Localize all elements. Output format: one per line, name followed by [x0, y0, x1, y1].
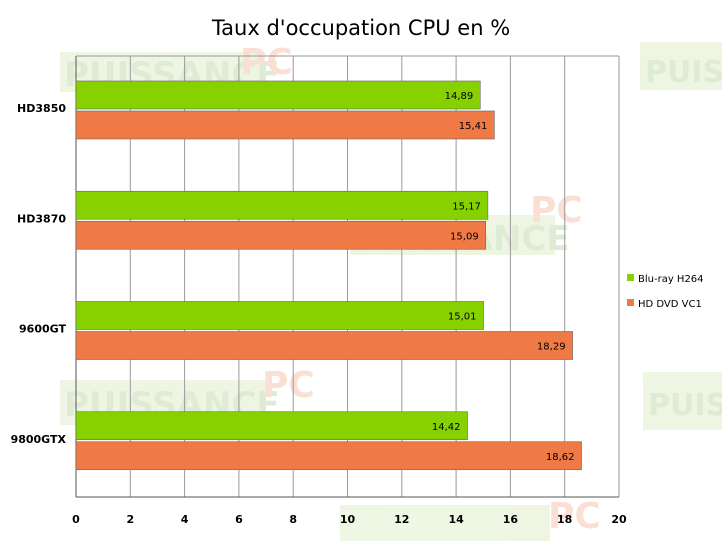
data-label: 18,62 [546, 452, 575, 463]
bar [75, 80, 481, 110]
x-tick-label: 12 [394, 513, 409, 526]
svg-text:PC: PC [262, 365, 315, 406]
plot-area: 0 2 4 6 8 10 12 14 16 18 20 HD3850 14,89 15,41 HD3870 1… [11, 55, 627, 526]
data-label: 15,41 [459, 121, 488, 132]
bar [75, 190, 489, 220]
legend: Blu-ray H264 HD DVD VC1 [627, 274, 704, 310]
x-tick-label: 14 [448, 513, 464, 526]
data-label: 18,29 [537, 342, 566, 353]
x-tick-label: 8 [289, 513, 297, 526]
bar [75, 301, 484, 330]
x-tick-label: 0 [72, 513, 80, 526]
data-label: 15,17 [452, 201, 481, 212]
x-tick-label: 20 [611, 513, 627, 526]
legend-swatch-hd-dvd [627, 299, 634, 306]
legend-label-blu-ray: Blu-ray H264 [638, 274, 704, 285]
category-label: HD3870 [17, 212, 66, 225]
svg-text:PUIS: PUIS [645, 55, 722, 90]
data-label: 15,01 [448, 312, 477, 323]
category-label: 9800GTX [11, 433, 67, 446]
x-tick-label: 6 [235, 513, 243, 526]
svg-text:PUIS: PUIS [648, 388, 722, 423]
svg-text:PC: PC [240, 42, 293, 83]
svg-text:PC: PC [548, 496, 601, 537]
svg-text:PC: PC [530, 190, 583, 231]
legend-label-hd-dvd: HD DVD VC1 [638, 299, 702, 310]
bar [75, 220, 486, 250]
bar [75, 110, 495, 140]
data-label: 14,42 [432, 422, 461, 433]
x-tick-label: 2 [126, 513, 134, 526]
x-tick-label: 18 [557, 513, 572, 526]
bar [75, 331, 573, 360]
x-tick-label: 10 [340, 513, 356, 526]
category-label: HD3850 [17, 102, 66, 115]
chart-title: Taux d'occupation CPU en % [211, 16, 510, 40]
data-label: 15,09 [450, 231, 479, 242]
bar [75, 441, 582, 471]
legend-swatch-blu-ray [627, 274, 634, 281]
x-tick-label: 4 [181, 513, 189, 526]
data-label: 14,89 [445, 91, 474, 102]
bar [75, 411, 468, 441]
x-tick-label: 16 [503, 513, 519, 526]
category-label: 9600GT [19, 323, 66, 336]
